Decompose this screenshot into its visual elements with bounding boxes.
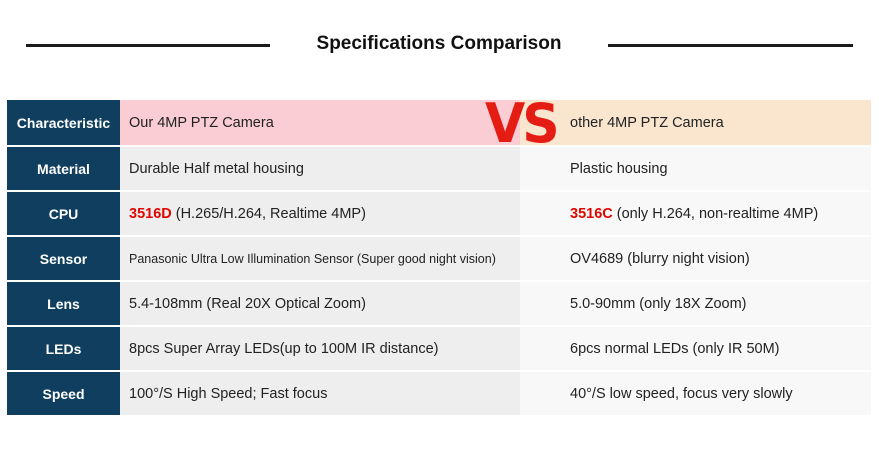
other-value: OV4689 (blurry night vision) [520,237,871,280]
table-row: Speed 100°/S High Speed; Fast focus 40°/… [7,372,871,417]
our-value: Panasonic Ultra Low Illumination Sensor … [120,237,520,280]
other-chip-highlight: 3516C [570,205,613,222]
other-value: 6pcs normal LEDs (only IR 50M) [520,327,871,370]
row-label: CPU [7,192,120,235]
other-value: Plastic housing [520,147,871,190]
row-label: LEDs [7,327,120,370]
header-other-camera: other 4MP PTZ Camera [520,100,871,145]
our-chip-detail: (H.265/H.264, Realtime 4MP) [175,205,366,222]
our-value: 100°/S High Speed; Fast focus [120,372,520,415]
row-label: Material [7,147,120,190]
our-chip-highlight: 3516D [129,205,172,222]
title-divider-right [608,44,853,47]
page-title: Specifications Comparison [316,33,562,54]
table-row: Material Durable Half metal housing Plas… [7,147,871,192]
our-value: 3516D (H.265/H.264, Realtime 4MP) [120,192,520,235]
our-value: 5.4-108mm (Real 20X Optical Zoom) [120,282,520,325]
table-header-row: Characteristic Our 4MP PTZ Camera other … [7,93,871,156]
row-label: Speed [7,372,120,415]
other-value: 5.0-90mm (only 18X Zoom) [520,282,871,325]
title-divider-left [26,44,270,47]
row-label: Sensor [7,237,120,280]
header-characteristic: Characteristic [7,100,120,145]
row-label: Lens [7,282,120,325]
table-row: Sensor Panasonic Ultra Low Illumination … [7,237,871,282]
page-header: Specifications Comparison [0,0,879,90]
header-our-camera: Our 4MP PTZ Camera [120,100,520,145]
table-row: LEDs 8pcs Super Array LEDs(up to 100M IR… [7,327,871,372]
other-value: 40°/S low speed, focus very slowly [520,372,871,415]
our-value: 8pcs Super Array LEDs(up to 100M IR dist… [120,327,520,370]
table-row: Lens 5.4-108mm (Real 20X Optical Zoom) 5… [7,282,871,327]
other-chip-detail: (only H.264, non-realtime 4MP) [616,205,819,222]
our-value: Durable Half metal housing [120,147,520,190]
vs-badge: VS [485,92,560,156]
table-row: CPU 3516D (H.265/H.264, Realtime 4MP) 35… [7,192,871,237]
other-value: 3516C (only H.264, non-realtime 4MP) [520,192,871,235]
specifications-table: Characteristic Our 4MP PTZ Camera other … [7,93,871,417]
